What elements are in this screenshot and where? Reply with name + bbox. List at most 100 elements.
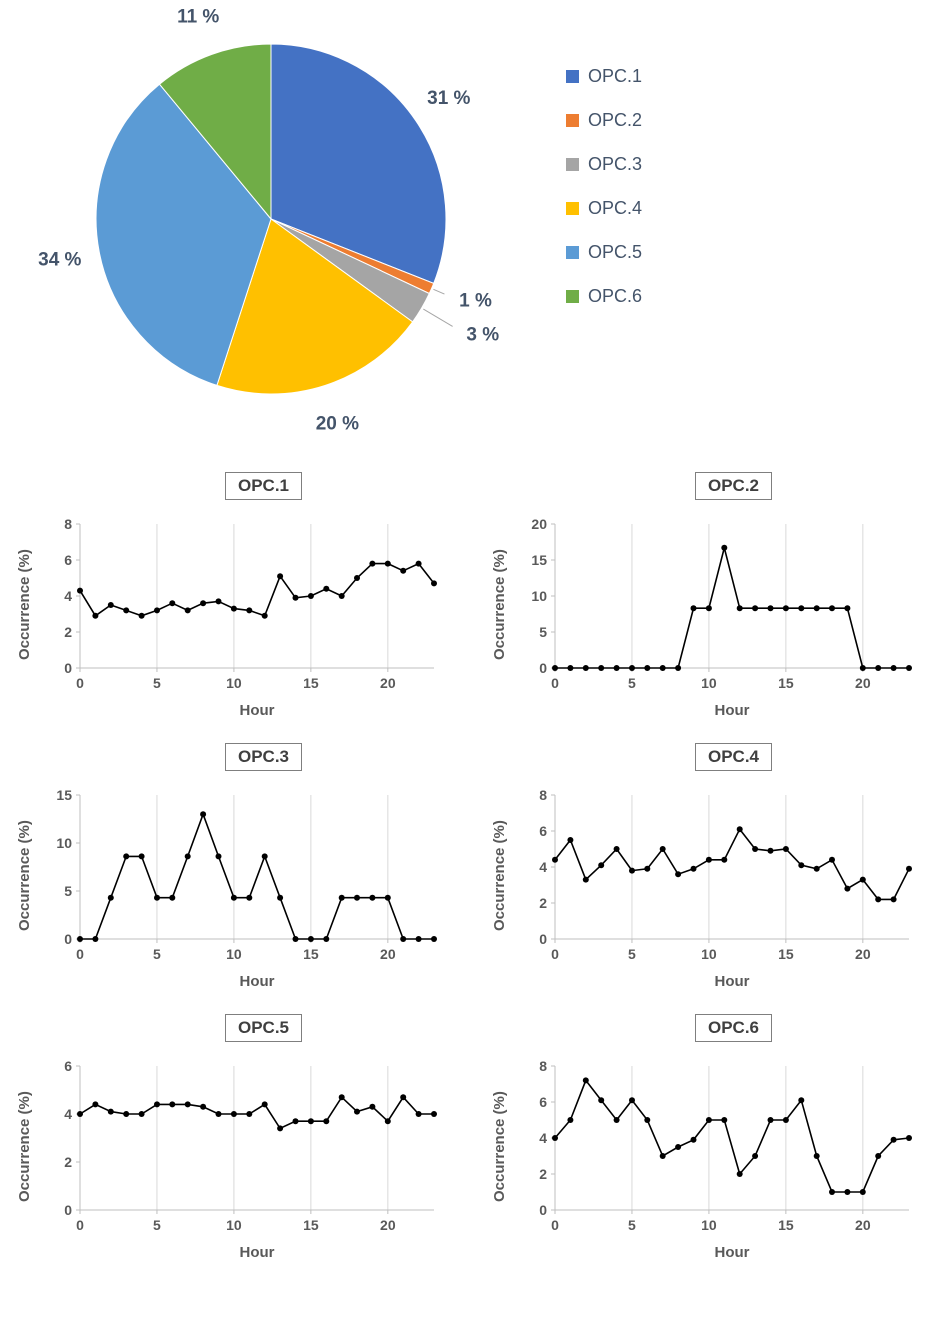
y-axis-title: Occurrence (%) [16, 1091, 33, 1203]
data-point [675, 1144, 682, 1150]
data-point [906, 865, 912, 872]
data-point [721, 544, 728, 551]
plot-area-opc3: 0 5 10 15 0 5 10 15 20 [56, 787, 437, 962]
data-point [659, 665, 666, 671]
data-point [875, 1153, 882, 1159]
data-point [307, 936, 314, 942]
pie-slice-opc4 [216, 218, 414, 395]
data-point [829, 605, 835, 612]
data-point [767, 1117, 774, 1123]
plot-row: Occurrence (%) 0 2 4 6 8 0 5 10 15 20 [491, 787, 919, 965]
pie-percent-label: 34 % [38, 249, 81, 270]
data-point [292, 936, 299, 942]
data-point [338, 1094, 345, 1101]
x-tick-label: 20 [380, 675, 396, 691]
x-tick-label: 5 [153, 1217, 161, 1233]
data-point [613, 1117, 620, 1123]
data-point [92, 936, 99, 942]
plot-area-opc2: 0 5 10 15 20 0 5 10 15 20 [531, 516, 912, 691]
data-point [261, 853, 268, 860]
data-point [138, 1111, 145, 1117]
x-tick-label: 15 [303, 1217, 319, 1233]
legend-swatch [566, 70, 579, 83]
data-point [752, 605, 759, 612]
y-tick-label: 2 [64, 624, 72, 640]
data-point [705, 1117, 712, 1123]
y-tick-label: 5 [539, 624, 547, 640]
data-point [906, 1135, 912, 1141]
y-axis-title: Occurrence (%) [491, 820, 508, 932]
plot-area-opc4: 0 2 4 6 8 0 5 10 15 20 [539, 787, 912, 962]
data-point [369, 1103, 376, 1110]
data-point [92, 612, 99, 619]
data-point [567, 837, 574, 843]
y-tick-label: 8 [539, 787, 547, 803]
data-point [752, 1153, 759, 1159]
y-tick-label: 0 [64, 660, 72, 676]
data-point [767, 847, 774, 854]
y-tick-label: 20 [531, 516, 547, 532]
data-point [277, 573, 284, 580]
x-tick-label: 20 [380, 1217, 396, 1233]
data-point [813, 605, 820, 612]
data-point [690, 605, 697, 612]
data-point [292, 594, 299, 601]
data-point [582, 1077, 589, 1084]
x-tick-label: 5 [153, 675, 161, 691]
data-point [169, 894, 176, 901]
x-tick-label: 20 [380, 946, 396, 962]
plot-area-opc5: 0 2 4 6 0 5 10 15 20 [64, 1058, 437, 1233]
data-point [369, 560, 376, 567]
data-point [721, 1117, 728, 1123]
data-point [400, 936, 407, 942]
y-tick-label: 6 [539, 823, 547, 839]
series-line [80, 811, 434, 940]
y-tick-label: 15 [56, 787, 72, 803]
y-tick-label: 4 [539, 1130, 547, 1146]
x-tick-label: 0 [551, 675, 559, 691]
y-tick-label: 6 [64, 1058, 72, 1074]
x-tick-label: 10 [226, 946, 242, 962]
data-point [246, 1111, 253, 1117]
data-point [890, 665, 897, 671]
data-point [798, 862, 805, 869]
data-point [154, 1101, 160, 1108]
data-point [690, 1136, 697, 1143]
data-point [431, 1111, 437, 1117]
legend-label: OPC.4 [588, 198, 643, 218]
pie-percent-label: 11 % [177, 7, 219, 28]
y-axis-title: Occurrence (%) [491, 1091, 508, 1203]
x-axis-title: Hour [714, 973, 750, 990]
y-tick-label: 2 [64, 1154, 72, 1170]
data-point [200, 600, 207, 607]
chart-title: OPC.1 [224, 472, 303, 500]
legend-swatch [566, 158, 579, 171]
y-tick-label: 10 [56, 835, 72, 851]
data-point [138, 853, 145, 860]
data-point [107, 1108, 114, 1115]
data-point [736, 826, 743, 833]
y-tick-label: 0 [64, 931, 72, 947]
data-point [246, 607, 253, 614]
data-point [369, 894, 376, 901]
y-tick-label: 4 [64, 1106, 72, 1122]
data-point [613, 665, 620, 671]
data-point [629, 1097, 635, 1104]
data-point [644, 865, 651, 872]
legend-item-opc1: OPC.1 [566, 66, 642, 87]
data-point [890, 1136, 897, 1143]
x-tick-label: 15 [303, 675, 319, 691]
data-point [400, 1094, 407, 1101]
legend-swatch [566, 202, 579, 215]
data-point [431, 580, 437, 587]
pie-percent-label: 3 % [466, 325, 499, 346]
data-point [736, 1171, 743, 1177]
y-tick-label: 0 [539, 1202, 547, 1218]
data-point [123, 853, 130, 860]
pie-slice-opc6 [158, 43, 272, 221]
pie-slice-opc5 [95, 83, 272, 387]
line-chart-cell-opc6: OPC.6 Occurrence (%) 0 2 4 6 8 0 5 10 15 20 Hour [481, 1014, 946, 1261]
x-tick-label: 5 [628, 675, 636, 691]
data-point [184, 607, 191, 614]
data-point [567, 1117, 574, 1123]
